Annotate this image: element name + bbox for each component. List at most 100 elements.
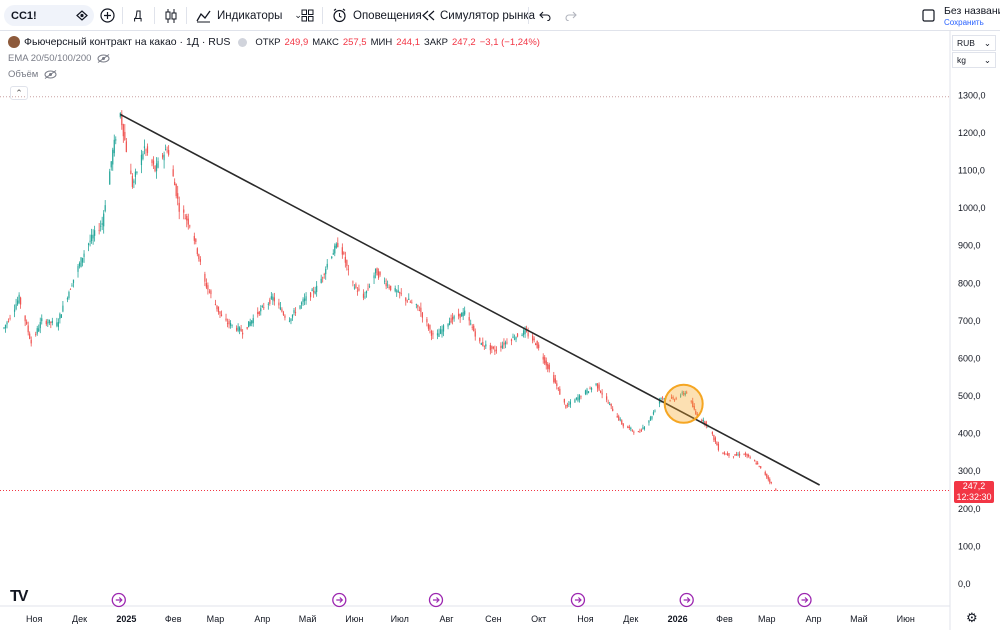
candle-body xyxy=(640,429,642,432)
layout-name-block[interactable]: Без названия Сохранить xyxy=(944,5,1000,27)
divider xyxy=(528,7,529,24)
candle-body xyxy=(4,324,7,329)
tradingview-logo[interactable]: TV xyxy=(10,588,29,605)
candle-body xyxy=(600,390,602,393)
event-marker[interactable] xyxy=(570,592,586,608)
replay-button[interactable]: Симулятор рынка xyxy=(422,0,535,31)
open-value: 249,9 xyxy=(284,36,309,48)
candle-body xyxy=(524,329,526,335)
x-tick-label: Июн xyxy=(897,614,915,624)
candle-body xyxy=(612,408,614,412)
candle-body xyxy=(362,293,365,298)
indicators-button[interactable]: Индикаторы ⌄ xyxy=(196,0,302,31)
candle-body xyxy=(125,141,127,153)
eye-icon[interactable] xyxy=(76,10,88,21)
candle-body xyxy=(473,325,475,332)
hidden-eye-icon[interactable] xyxy=(44,70,57,79)
redo-button[interactable] xyxy=(564,0,578,31)
unit-selector[interactable]: kg ⌄ xyxy=(952,52,996,68)
high-label: МАКС xyxy=(312,36,339,48)
candle-body xyxy=(228,320,230,325)
legend-collapse-dot[interactable] xyxy=(238,37,248,47)
candle-body xyxy=(489,345,491,351)
candle-body xyxy=(208,291,211,293)
templates-button[interactable] xyxy=(300,0,314,31)
candle-body xyxy=(695,411,697,415)
candle-body xyxy=(246,327,248,329)
candle-body xyxy=(220,314,223,317)
hidden-eye-icon[interactable] xyxy=(97,54,110,63)
event-markers[interactable] xyxy=(111,592,812,608)
price-chart[interactable]: 0,0 100,0 200,0 300,0 400,0 500,0 600,0 700,0 80… xyxy=(0,31,1000,630)
candle-body xyxy=(399,291,401,294)
close-value: 247,2 xyxy=(451,36,476,48)
alerts-button[interactable]: Оповещения xyxy=(332,0,422,31)
candle-body xyxy=(453,316,455,319)
divider xyxy=(122,7,123,24)
x-tick-label: Фев xyxy=(165,614,182,624)
current-price-value: 247,2 xyxy=(962,481,986,491)
candle-body xyxy=(504,342,507,345)
candle-body xyxy=(649,417,652,421)
layout-checkbox[interactable] xyxy=(921,0,935,31)
candle-body xyxy=(24,315,26,322)
y-tick-label: 400,0 xyxy=(958,429,981,439)
candle-body xyxy=(35,333,37,335)
layout-name: Без названия xyxy=(944,5,1000,17)
divider xyxy=(322,7,323,24)
event-marker[interactable] xyxy=(332,592,347,608)
candle-body xyxy=(596,383,599,389)
candle-body xyxy=(545,360,547,366)
y-tick-label: 900,0 xyxy=(958,241,981,251)
x-tick-label: Апр xyxy=(806,614,822,624)
rewind-icon xyxy=(422,10,435,21)
candle-body xyxy=(364,296,366,298)
add-symbol-button[interactable] xyxy=(98,0,116,31)
volume-legend[interactable]: Объём xyxy=(8,69,57,80)
event-marker[interactable] xyxy=(428,592,444,608)
candle-body xyxy=(427,324,430,329)
candle-body xyxy=(353,287,356,289)
candle-body xyxy=(482,341,484,346)
candle-body xyxy=(379,271,381,275)
time-scale[interactable]: Ноя Дек 2025 Фев Мар Апр Май Июн Июл Авг Сен Окт Ноя… xyxy=(0,605,950,624)
currency-selector[interactable]: RUB ⌄ xyxy=(952,35,996,51)
candle-body xyxy=(587,391,590,394)
candle-body xyxy=(436,333,439,336)
event-marker[interactable] xyxy=(797,592,812,608)
candle-body xyxy=(384,280,386,282)
chart-type-button[interactable] xyxy=(163,0,179,31)
collapse-legend-button[interactable]: ⌃ xyxy=(10,86,28,100)
candle-body xyxy=(743,454,745,456)
plus-circle-icon xyxy=(99,8,115,23)
candle-body xyxy=(396,290,398,292)
candle-body xyxy=(13,309,16,312)
candle-body xyxy=(494,349,496,352)
candle-body xyxy=(109,171,111,185)
candle-body xyxy=(610,403,612,407)
candle-body xyxy=(157,161,159,168)
candle-body xyxy=(566,404,568,406)
candle-body xyxy=(367,288,369,290)
candle-body xyxy=(738,453,741,456)
event-marker[interactable] xyxy=(111,592,126,608)
undo-button[interactable] xyxy=(538,0,552,31)
candle-body xyxy=(607,402,609,404)
candle-body xyxy=(168,149,170,155)
event-marker[interactable] xyxy=(679,592,694,608)
ema-legend[interactable]: EMA 20/50/100/200 xyxy=(8,53,110,64)
indicators-icon xyxy=(196,10,211,22)
candle-body xyxy=(92,234,94,239)
candle-body xyxy=(130,170,132,175)
interval-button[interactable]: Д xyxy=(134,0,142,31)
candle-body xyxy=(447,323,449,327)
price-scale[interactable]: 0,0 100,0 200,0 300,0 400,0 500,0 600,0 700,0 80… xyxy=(949,31,986,630)
candle-body xyxy=(115,139,117,141)
gear-icon[interactable]: ⚙ xyxy=(966,610,978,625)
candle-body xyxy=(273,297,275,302)
candle-body xyxy=(267,303,269,305)
candle-body xyxy=(313,290,315,293)
symbol-search[interactable]: CC1! xyxy=(4,5,94,26)
candle-body xyxy=(291,314,294,318)
candle-body xyxy=(103,213,105,227)
